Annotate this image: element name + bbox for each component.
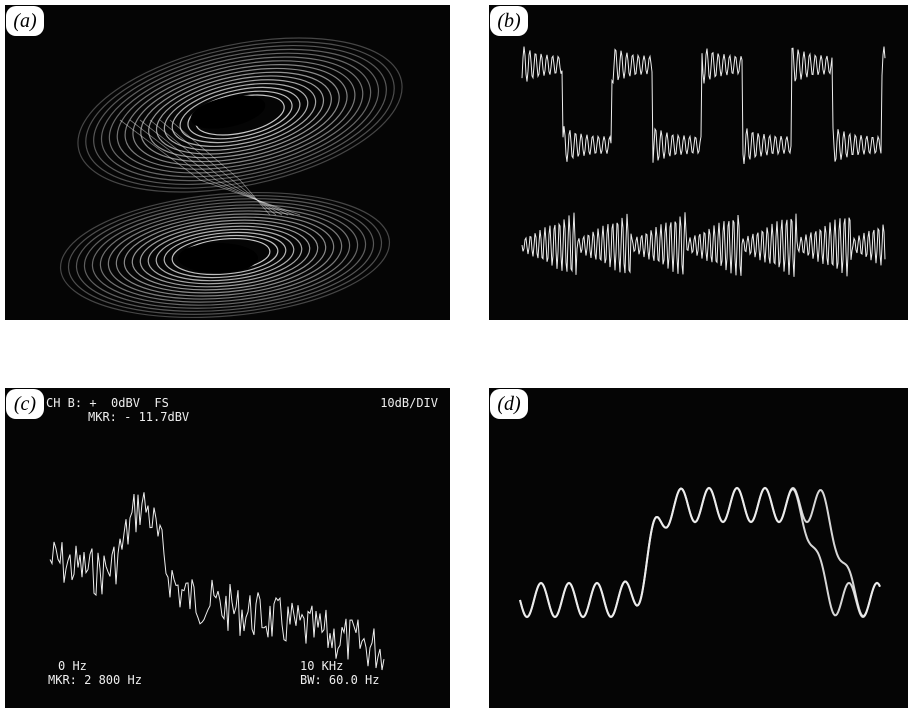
panel-b (489, 5, 908, 320)
panel-label: (d) (497, 393, 521, 415)
start-freq: 0 Hz (58, 659, 87, 673)
channel: CH B: + 0dBV FS (46, 396, 169, 410)
scale: 10dB/DIV (380, 396, 438, 410)
hole (178, 243, 258, 273)
panel-label: (a) (13, 10, 37, 32)
panel-d (489, 388, 908, 708)
marker-level: MKR: - 11.7dBV (88, 410, 189, 424)
stop-freq: 10 KHz (300, 659, 343, 673)
panel-label: (c) (14, 393, 37, 415)
marker-freq: MKR: 2 800 Hz (48, 673, 142, 687)
bandwidth: BW: 60.0 Hz (300, 673, 379, 687)
panel-label: (b) (497, 10, 521, 32)
figure: (a) (b) (c) (d) CH B: + 0dBV FS 10dB/DIV… (0, 0, 911, 713)
